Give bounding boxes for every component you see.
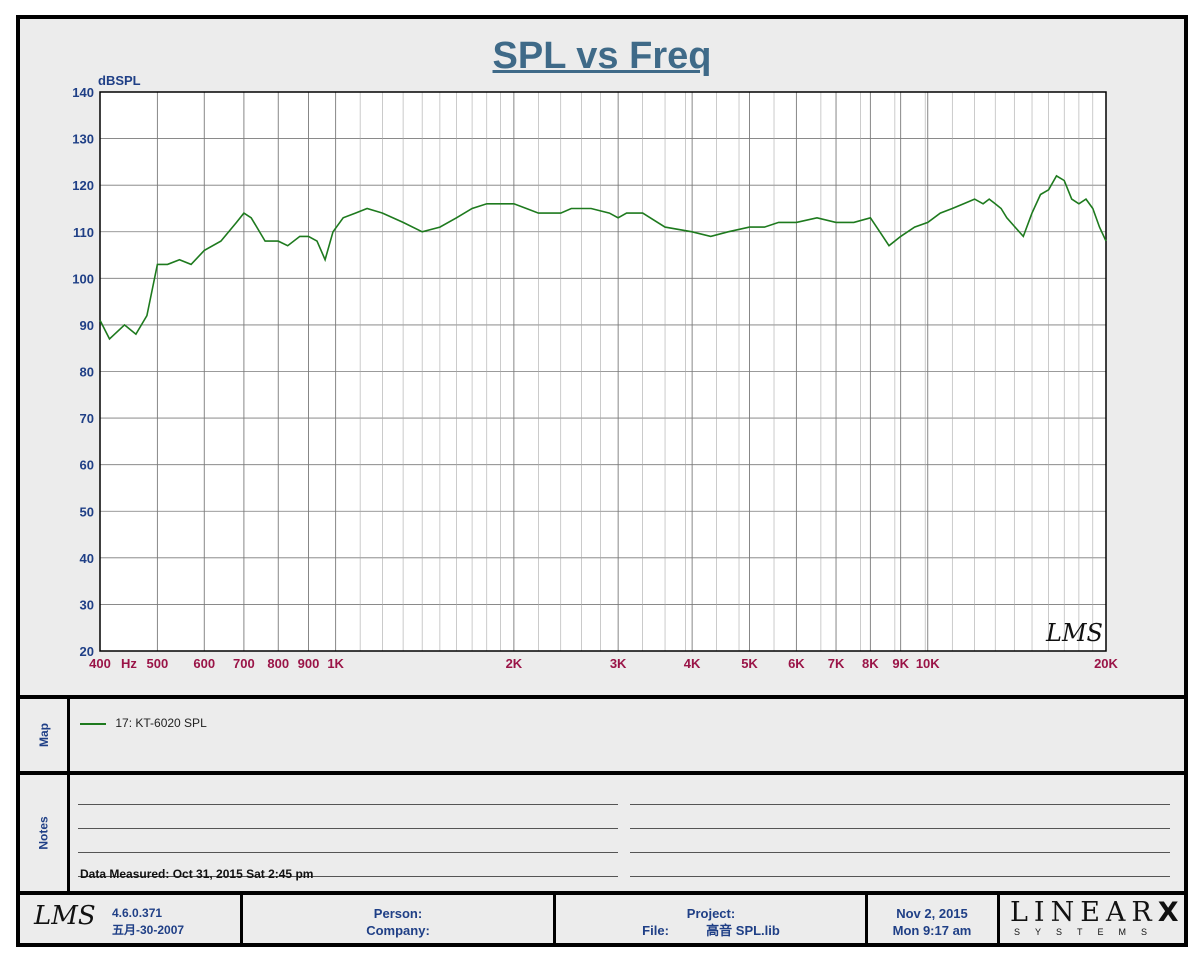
map-panel-divider (67, 699, 70, 771)
y-tick-label: 70 (80, 411, 94, 426)
note-line (630, 852, 1170, 853)
chart-title: SPL vs Freq (492, 35, 712, 77)
y-tick-label: 30 (80, 597, 94, 612)
brand-bottom: SYSTEMS (1014, 927, 1163, 937)
footer-divider (865, 895, 868, 943)
footer-divider (997, 895, 1000, 943)
spl-chart: 20 30 40 50 60 70 80 90 100 110 120 130 140 400 500 60… (72, 73, 1118, 671)
x-tick-label: 5K (741, 656, 758, 671)
divider-notes-footer (20, 891, 1184, 895)
grid (99, 91, 1107, 652)
y-tick-label: 60 (80, 458, 94, 473)
x-tick-label: 7K (828, 656, 845, 671)
y-tick-label: 20 (80, 644, 94, 659)
brand-x: X (1157, 897, 1179, 928)
note-line (630, 804, 1170, 805)
company-label: Company: (366, 923, 430, 938)
footer-logo: LMS (34, 901, 96, 931)
note-line (78, 876, 618, 877)
legend-swatch (80, 722, 106, 725)
brand-top: LINEAR (1010, 897, 1158, 928)
x-tick-label: 900 (298, 656, 320, 671)
plot-border (99, 91, 1107, 652)
y-tick-label: 140 (72, 85, 94, 100)
x-tick-label: 3K (610, 656, 627, 671)
divider-chart-map (20, 695, 1184, 699)
x-tick-label: 9K (892, 656, 909, 671)
lms-watermark: LMS (1045, 619, 1103, 647)
x-tick-label: 400 (89, 656, 111, 671)
report-time: Mon 9:17 am (892, 923, 972, 938)
x-tick-label: 2K (506, 656, 523, 671)
x-tick-label: 700 (233, 656, 255, 671)
y-tick-label: 80 (80, 365, 94, 380)
y-axis-ticks: 20 30 40 50 60 70 80 90 100 110 120 130 140 (72, 85, 94, 659)
y-tick-label: 110 (73, 225, 94, 240)
x-tick-label: 800 (267, 656, 289, 671)
project-file: Project: File: 高音 SPL.lib (557, 905, 865, 939)
note-line (630, 828, 1170, 829)
note-line (630, 876, 1170, 877)
footer-divider (240, 895, 243, 943)
y-tick-label: 130 (72, 132, 94, 147)
x-axis-ticks: 400 500 600 700 800 900 1K 2K 3K 4K 5K 6K 7K 8K 9K 10K 2… (89, 656, 1118, 671)
footer-divider (553, 895, 556, 943)
x-tick-label: 600 (193, 656, 215, 671)
x-tick-label: 10K (916, 656, 940, 671)
x-tick-label: 1K (327, 656, 344, 671)
x-axis-unit-label: Hz (121, 656, 137, 671)
report-date: Nov 2, 2015 (896, 906, 968, 921)
date-time: Nov 2, 2015 Mon 9:17 am (869, 905, 995, 939)
version-info: 4.6.0.371 五月-30-2007 (112, 905, 184, 939)
person-company: Person: Company: (244, 905, 552, 939)
note-line (78, 804, 618, 805)
linearx-logo: LINEARX SYSTEMS (1010, 897, 1179, 939)
divider-map-notes (20, 771, 1184, 775)
person-label: Person: (373, 906, 423, 921)
file-row: File: 高音 SPL.lib (557, 922, 865, 939)
y-axis-label: dBSPL (98, 73, 141, 88)
file-name: 高音 SPL.lib (706, 923, 780, 938)
legend-label: 17: KT-6020 SPL (115, 716, 207, 730)
build-date: 五月-30-2007 (112, 923, 185, 937)
y-tick-label: 120 (72, 178, 94, 193)
y-tick-label: 90 (80, 318, 94, 333)
x-tick-label: 8K (862, 656, 879, 671)
y-tick-label: 100 (72, 271, 94, 286)
x-tick-label: 20K (1094, 656, 1118, 671)
map-panel-label: Map (37, 723, 51, 747)
version-number: 4.6.0.371 (112, 906, 163, 920)
y-tick-label: 50 (80, 504, 94, 519)
legend-entry: 17: KT-6020 SPL (80, 716, 207, 730)
project-label: Project: (686, 906, 736, 921)
report-frame: SPL vs Freq 20 30 40 50 60 70 80 90 100 110 120 130… (16, 15, 1188, 947)
notes-panel-divider (67, 775, 70, 891)
notes-panel-label: Notes (37, 816, 51, 850)
data-measured: Data Measured: Oct 31, 2015 Sat 2:45 pm (80, 867, 314, 881)
x-tick-label: 6K (788, 656, 805, 671)
series-line-kt-6020 (99, 174, 1107, 341)
file-label: File: (642, 923, 669, 938)
x-tick-label: 4K (684, 656, 701, 671)
y-tick-label: 40 (80, 551, 94, 566)
note-line (78, 828, 618, 829)
x-tick-label: 500 (147, 656, 169, 671)
note-line (78, 852, 618, 853)
